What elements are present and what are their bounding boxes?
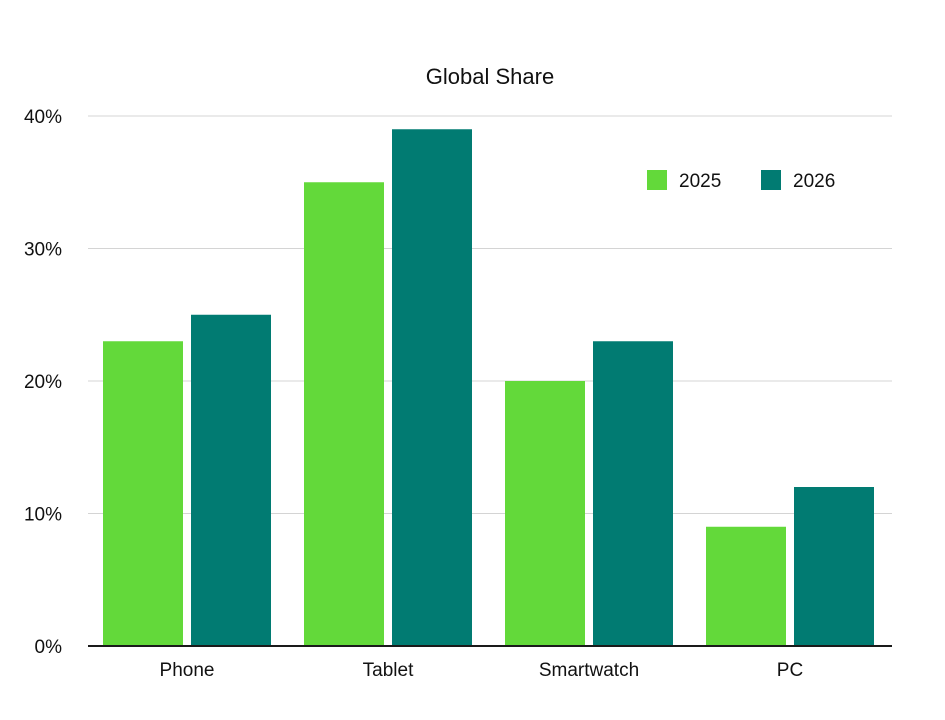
y-tick-label: 40%	[24, 107, 62, 128]
bar-smartwatch-2026	[593, 341, 673, 646]
bar-phone-2025	[103, 341, 183, 646]
legend-label-2025: 2025	[679, 171, 721, 192]
bar-phone-2026	[191, 314, 271, 646]
bar-smartwatch-2025	[505, 381, 585, 646]
legend: 2025 2026	[647, 170, 835, 192]
y-tick-label: 20%	[24, 372, 62, 393]
y-tick-label: 0%	[35, 637, 63, 658]
bars	[103, 129, 874, 646]
bar-tablet-2025	[304, 182, 384, 646]
x-category-label: PC	[777, 660, 803, 681]
chart-title: Global Share	[426, 64, 554, 89]
bar-tablet-2026	[392, 129, 472, 646]
x-category-label: Phone	[160, 660, 215, 681]
legend-swatch-2026	[761, 170, 781, 190]
legend-label-2026: 2026	[793, 171, 835, 192]
bar-pc-2025	[706, 526, 786, 646]
y-tick-label: 10%	[24, 505, 62, 526]
y-tick-label: 30%	[24, 240, 62, 261]
x-category-label: Tablet	[363, 660, 414, 681]
legend-swatch-2025	[647, 170, 667, 190]
bar-pc-2026	[794, 487, 874, 646]
x-axis-category-labels: Phone Tablet Smartwatch PC	[160, 660, 804, 681]
y-axis-tick-labels: 0% 10% 20% 30% 40%	[24, 107, 62, 658]
x-category-label: Smartwatch	[539, 660, 639, 681]
